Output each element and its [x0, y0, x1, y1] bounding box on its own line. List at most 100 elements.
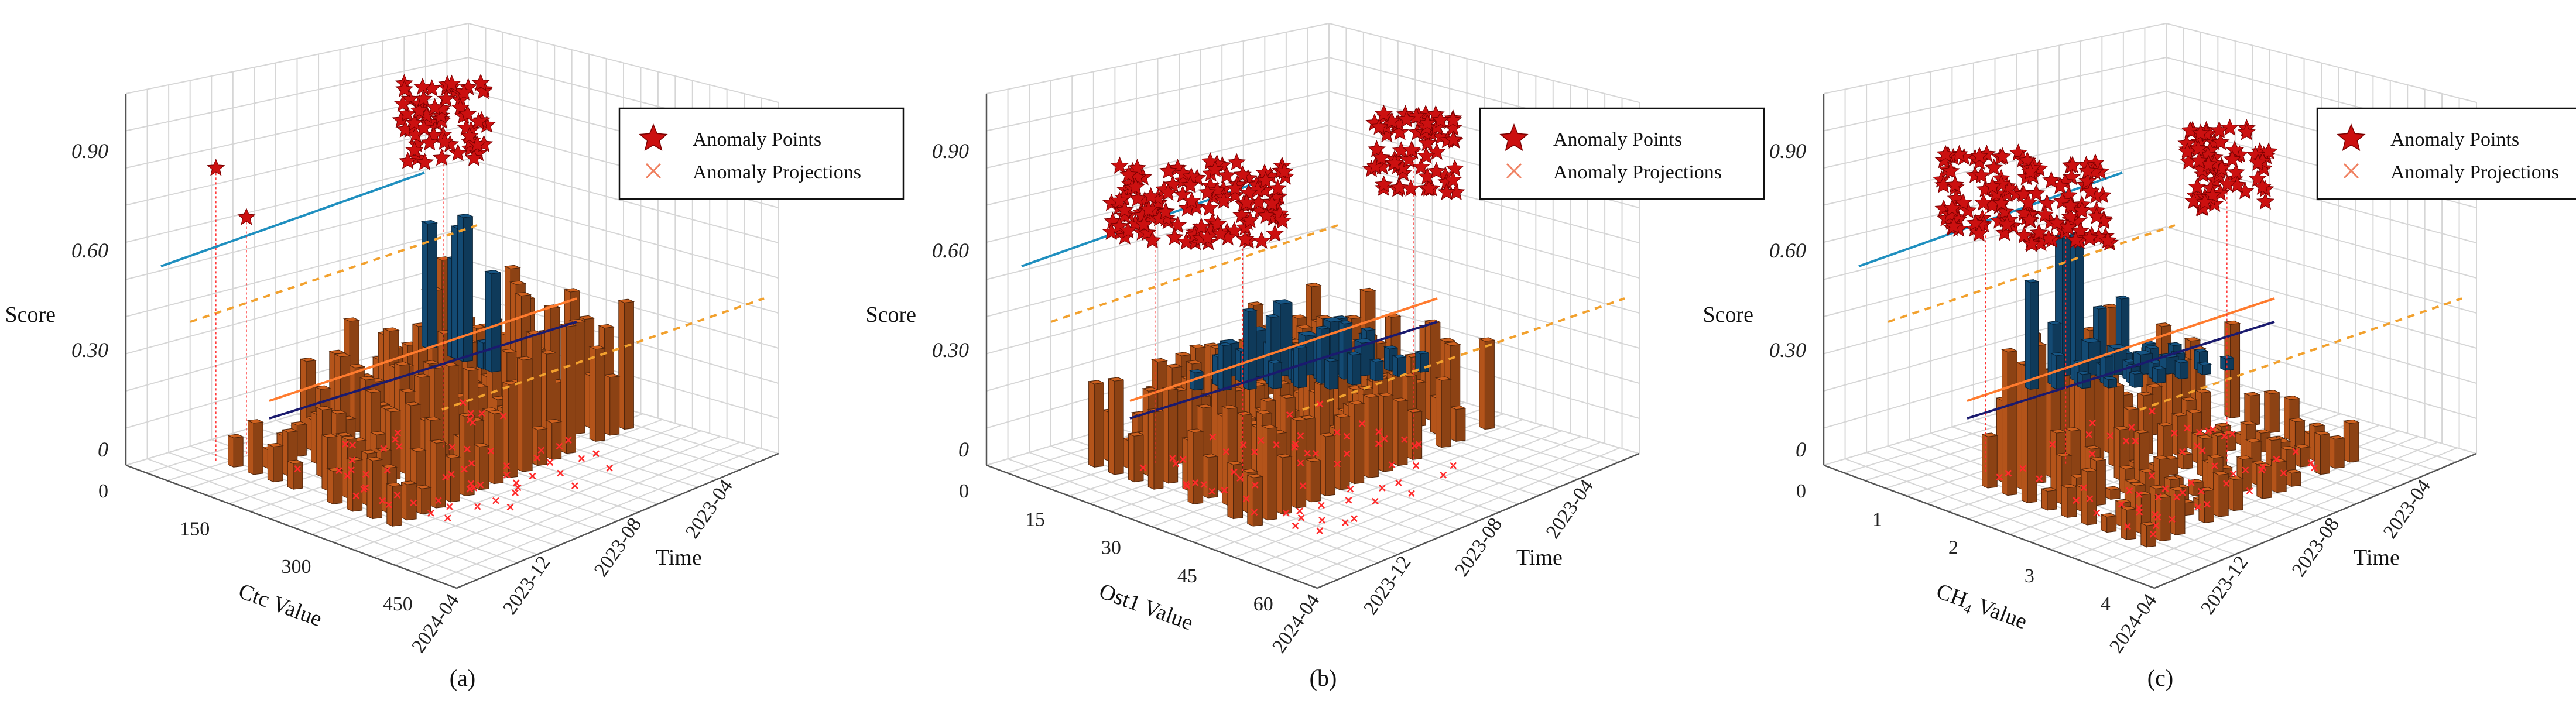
- time-axis-line: [2154, 452, 2477, 589]
- orange-bar: [2201, 391, 2211, 431]
- orange-bar: [1153, 410, 1164, 490]
- orange-bar: [421, 487, 431, 514]
- grid-line: [986, 57, 1330, 132]
- trend-line: [2139, 297, 2462, 411]
- blue-bar-side: [1369, 359, 1376, 382]
- orange-bar-side: [282, 429, 289, 476]
- orange-bar-top: [2180, 397, 2198, 401]
- blue-bar-top: [1392, 354, 1407, 359]
- orange-bar-top: [2288, 417, 2306, 423]
- legend-entry: Anomaly Projections: [693, 162, 861, 183]
- anomaly-star: [2190, 151, 2208, 169]
- orange-bar-top: [2118, 465, 2136, 470]
- orange-bar: [2218, 473, 2229, 517]
- x-tick-label: 150: [180, 518, 210, 540]
- anomaly-points: [1102, 104, 1465, 480]
- projection-mark: [1222, 448, 1230, 455]
- blue-bar-top: [1414, 350, 1430, 355]
- orange-bar-top: [1235, 411, 1253, 416]
- projection-mark: [2258, 466, 2265, 473]
- grid-line: [394, 436, 721, 566]
- projection-mark: [578, 455, 585, 462]
- orange-bar-top: [1981, 432, 1999, 437]
- orange-bar-side: [327, 468, 334, 505]
- legend-x-icon: [645, 163, 662, 179]
- projection-mark: [2086, 495, 2094, 502]
- orange-bar-top: [1348, 400, 1365, 405]
- projection-mark: [1333, 428, 1341, 436]
- trend-line: [1129, 297, 1438, 402]
- orange-bar-top: [422, 360, 440, 365]
- projection-mark: [2188, 479, 2195, 486]
- orange-bar-side: [459, 413, 465, 497]
- projection-mark: [2179, 489, 2187, 496]
- time-axis-line: [1317, 452, 1640, 589]
- orange-bar-top: [443, 454, 461, 459]
- projection-mark: [410, 499, 417, 507]
- anomaly-star: [414, 89, 433, 107]
- orange-bar: [1325, 435, 1335, 496]
- blue-bar-side: [477, 339, 484, 370]
- orange-bar-top: [2226, 475, 2244, 480]
- orange-bar-side: [361, 451, 368, 506]
- anomaly-star: [1241, 211, 1259, 229]
- projection-mark: [1343, 450, 1351, 458]
- projection-mark: [360, 486, 368, 493]
- anomaly-star: [1427, 162, 1445, 179]
- time-tick-label: 2024-04: [407, 590, 463, 657]
- orange-bar-top: [2212, 471, 2230, 476]
- projection-mark: [1343, 432, 1351, 440]
- orange-bar-top: [2254, 429, 2272, 434]
- trend-line: [1858, 171, 2123, 267]
- blue-bar-side: [485, 270, 492, 373]
- orange-bar-side: [2343, 420, 2350, 463]
- orange-bar-side: [1202, 454, 1208, 499]
- anomaly-star: [1992, 194, 2011, 211]
- legend-star-icon: [639, 123, 668, 151]
- orange-bar-side: [405, 402, 412, 488]
- blue-bar-side: [1212, 354, 1218, 387]
- grid-line: [986, 294, 1330, 392]
- panel-caption: (c): [2147, 665, 2173, 691]
- projection-mark: [546, 459, 554, 466]
- orange-bar: [479, 445, 489, 490]
- anomaly-star: [448, 143, 467, 162]
- orange-bar-top: [2080, 468, 2098, 472]
- orange-bar-top: [2156, 422, 2174, 427]
- projection-mark: [478, 410, 485, 417]
- orange-bar-top: [2194, 389, 2212, 393]
- blue-bar-top: [1346, 351, 1362, 356]
- anomaly-star: [1211, 224, 1230, 242]
- legend-box: [618, 107, 905, 200]
- projection-mark: [512, 489, 519, 497]
- anomaly-star: [2022, 235, 2041, 252]
- projection-mark: [1372, 497, 1379, 505]
- projection-mark: [557, 469, 564, 477]
- blue-bar-top: [2193, 348, 2209, 353]
- orange-bar-side: [2149, 486, 2156, 528]
- projection-mark: [565, 437, 572, 444]
- orange-bar-side: [1162, 387, 1169, 484]
- projection-mark: [2292, 448, 2300, 455]
- blue-bar-side: [2070, 232, 2076, 382]
- orange-bar-top: [369, 431, 387, 435]
- orange-bar-top: [1142, 387, 1159, 392]
- orange-bar-side: [546, 420, 553, 461]
- projection-mark: [2085, 431, 2092, 438]
- orange-bar-top: [487, 410, 505, 414]
- orange-bar-side: [248, 420, 254, 475]
- grid-line: [1823, 91, 2167, 169]
- time-axis-line: [456, 452, 779, 589]
- x-tick-label: 300: [282, 556, 311, 578]
- anomaly-star: [454, 83, 473, 101]
- projection-mark: [1375, 440, 1382, 447]
- orange-bar-side: [366, 458, 373, 520]
- orange-bar-side: [287, 461, 294, 490]
- orange-bar: [2300, 447, 2311, 468]
- anomaly-star: [1444, 130, 1462, 148]
- anomaly-star: [2259, 142, 2278, 160]
- trend-line: [160, 171, 425, 267]
- projection-mark: [2148, 472, 2156, 479]
- orange-bar-side: [2264, 390, 2270, 434]
- projection-mark: [1440, 471, 1447, 479]
